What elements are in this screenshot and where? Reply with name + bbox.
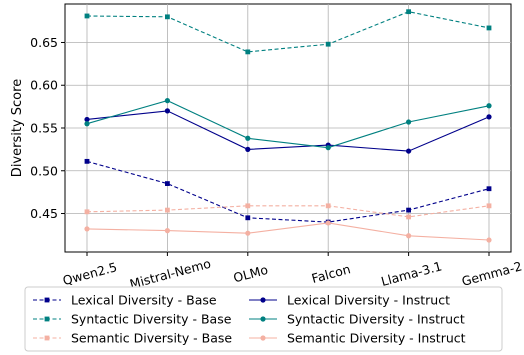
legend-marker	[44, 316, 50, 322]
legend-label: Syntactic Diversity - Instruct	[287, 312, 465, 327]
series	[84, 158, 492, 225]
data-point	[245, 203, 251, 209]
data-point	[406, 233, 412, 239]
data-point	[84, 116, 90, 123]
y-tick-label: 0.65	[30, 35, 58, 50]
series	[84, 220, 492, 243]
series-line	[86, 205, 490, 218]
series	[84, 108, 492, 154]
legend-item: Semantic Diversity - Base	[33, 331, 232, 346]
data-point	[486, 186, 492, 192]
x-tick-label: Gemma-2	[460, 258, 524, 288]
x-tick-label: OLMo	[232, 262, 270, 286]
legend-label: Lexical Diversity - Instruct	[287, 293, 450, 308]
grid	[65, 4, 511, 252]
series-line	[86, 110, 490, 152]
data-point	[164, 98, 170, 104]
y-tick-label: 0.60	[30, 78, 58, 93]
data-point	[245, 146, 251, 152]
data-point	[245, 49, 251, 55]
legend-marker	[44, 335, 50, 341]
data-point	[486, 203, 492, 209]
x-tick-label: Qwen2.5	[61, 259, 119, 288]
series-line	[86, 100, 490, 149]
series-group	[84, 9, 492, 243]
legend-marker	[44, 297, 50, 303]
data-point	[165, 207, 170, 213]
x-tick-label: Falcon	[310, 261, 352, 286]
data-point	[406, 207, 411, 213]
x-tick-label: Llama-3.1	[379, 258, 443, 289]
data-point	[325, 220, 331, 226]
legend-item: Lexical Diversity - Base	[33, 293, 217, 308]
data-point	[245, 135, 251, 141]
x-axis: Qwen2.5 Mistral-Nemo OLMo Falcon Llama-3.1 Ge…	[61, 252, 524, 292]
y-tick-label: 0.45	[30, 206, 58, 221]
data-point	[486, 25, 492, 31]
series	[84, 98, 492, 151]
data-point	[406, 9, 411, 15]
legend-label: Semantic Diversity - Base	[71, 331, 232, 346]
legend: Lexical Diversity - Base Syntactic Divers…	[24, 286, 503, 352]
y-axis: 0.45 0.50 0.55 0.60 0.65	[30, 35, 65, 221]
series	[84, 203, 492, 220]
data-point	[165, 181, 170, 186]
y-axis-title: Diversity Score	[10, 79, 25, 177]
data-point	[245, 215, 251, 221]
legend-item: Lexical Diversity - Instruct	[249, 293, 450, 308]
data-point	[325, 203, 331, 209]
legend-item: Syntactic Diversity - Instruct	[249, 312, 465, 327]
data-point	[84, 13, 90, 19]
legend-item: Semantic Diversity - Instruct	[249, 331, 466, 346]
data-point	[325, 41, 331, 47]
data-point	[84, 226, 90, 232]
data-point	[164, 228, 170, 234]
series-line	[86, 11, 490, 53]
data-point	[164, 108, 170, 114]
data-point	[406, 119, 412, 125]
legend-label: Semantic Diversity - Instruct	[287, 331, 466, 346]
series	[84, 9, 492, 55]
data-point	[406, 214, 411, 220]
legend-label: Lexical Diversity - Base	[71, 293, 217, 308]
legend-marker	[260, 297, 266, 303]
data-point	[406, 148, 412, 154]
data-point	[325, 145, 331, 151]
y-tick-label: 0.55	[30, 121, 58, 136]
legend-marker	[260, 335, 266, 341]
data-point	[84, 121, 90, 127]
data-point	[245, 230, 251, 236]
legend-item: Syntactic Diversity - Base	[33, 312, 232, 327]
data-point	[165, 14, 170, 20]
data-point	[486, 103, 492, 109]
legend-label: Syntactic Diversity - Base	[71, 312, 232, 327]
y-tick-label: 0.50	[30, 163, 58, 178]
x-tick-label: Mistral-Nemo	[128, 256, 212, 292]
data-point	[84, 158, 90, 164]
legend-marker	[260, 316, 266, 322]
data-point	[486, 114, 492, 120]
series-line	[86, 222, 490, 241]
series-line	[86, 160, 490, 223]
data-point	[486, 237, 492, 243]
data-point	[84, 209, 90, 215]
